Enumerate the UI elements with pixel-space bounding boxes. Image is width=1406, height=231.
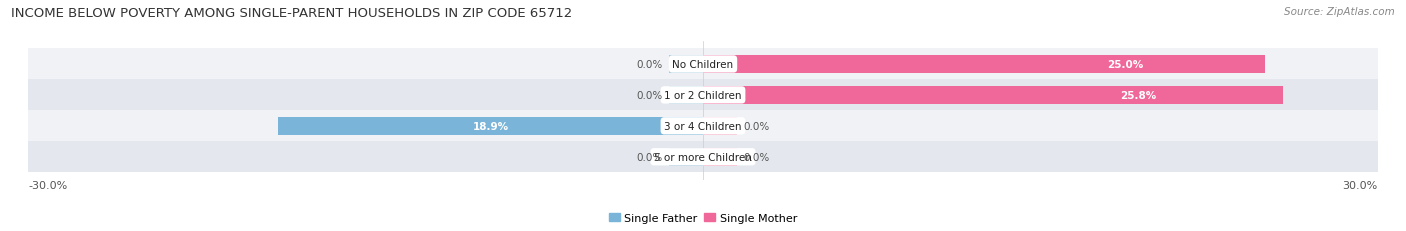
Legend: Single Father, Single Mother: Single Father, Single Mother bbox=[605, 208, 801, 227]
Text: 3 or 4 Children: 3 or 4 Children bbox=[664, 121, 742, 131]
Text: INCOME BELOW POVERTY AMONG SINGLE-PARENT HOUSEHOLDS IN ZIP CODE 65712: INCOME BELOW POVERTY AMONG SINGLE-PARENT… bbox=[11, 7, 572, 20]
Bar bbox=[669, 148, 703, 166]
Bar bbox=[28, 142, 1378, 173]
Bar bbox=[669, 87, 703, 104]
Text: 0.0%: 0.0% bbox=[637, 60, 662, 70]
Bar bbox=[28, 49, 1378, 80]
Bar bbox=[703, 56, 1265, 74]
Text: Source: ZipAtlas.com: Source: ZipAtlas.com bbox=[1284, 7, 1395, 17]
Text: 0.0%: 0.0% bbox=[637, 152, 662, 162]
Bar bbox=[703, 87, 1284, 104]
Bar bbox=[278, 117, 703, 135]
Text: 18.9%: 18.9% bbox=[472, 121, 509, 131]
Bar bbox=[703, 148, 737, 166]
Text: 0.0%: 0.0% bbox=[744, 152, 769, 162]
Text: 0.0%: 0.0% bbox=[744, 121, 769, 131]
Text: 25.8%: 25.8% bbox=[1121, 91, 1156, 100]
Bar bbox=[669, 56, 703, 74]
Text: 1 or 2 Children: 1 or 2 Children bbox=[664, 91, 742, 100]
Text: No Children: No Children bbox=[672, 60, 734, 70]
Text: -30.0%: -30.0% bbox=[28, 180, 67, 190]
Text: 5 or more Children: 5 or more Children bbox=[654, 152, 752, 162]
Bar bbox=[28, 80, 1378, 111]
Bar bbox=[703, 117, 737, 135]
Text: 30.0%: 30.0% bbox=[1343, 180, 1378, 190]
Text: 0.0%: 0.0% bbox=[637, 91, 662, 100]
Text: 25.0%: 25.0% bbox=[1107, 60, 1143, 70]
Bar bbox=[28, 111, 1378, 142]
